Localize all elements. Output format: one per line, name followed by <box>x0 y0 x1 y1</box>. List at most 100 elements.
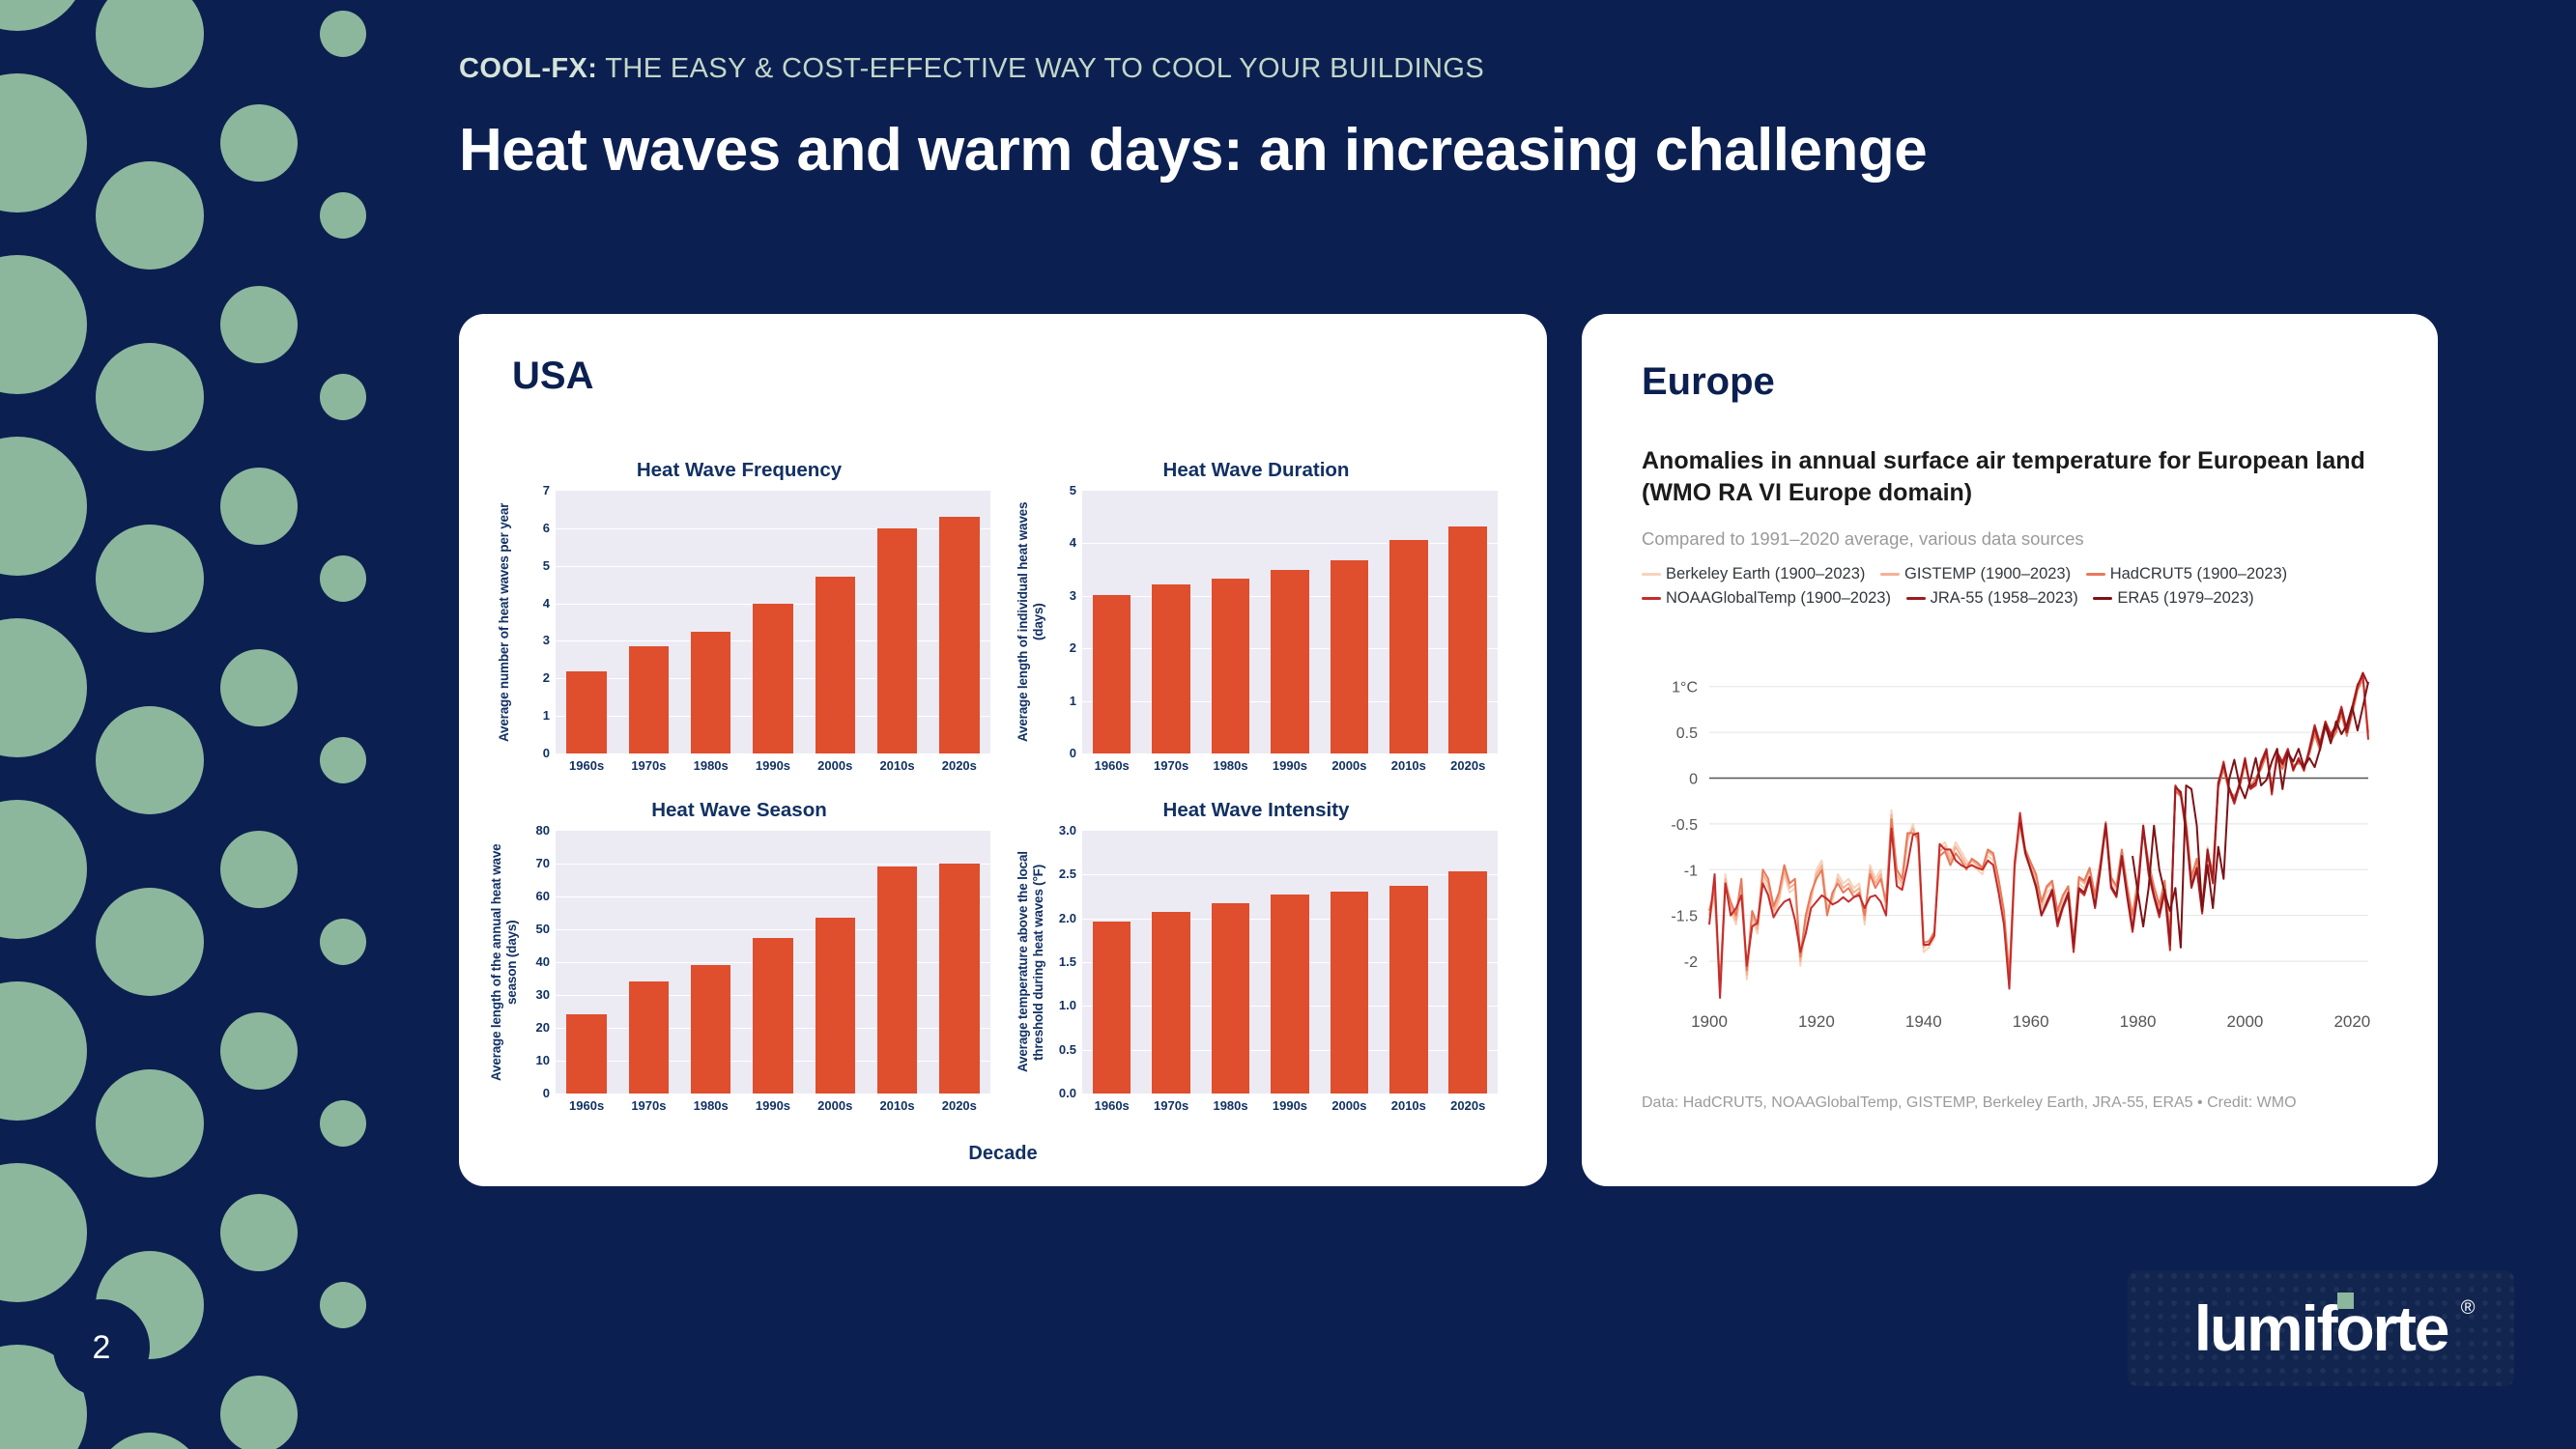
bar-2000s <box>1330 559 1369 753</box>
bar-series <box>1082 831 1498 1094</box>
bar-1980s <box>691 631 731 753</box>
decorative-dot <box>0 437 87 576</box>
legend-label: Berkeley Earth (1900–2023) <box>1666 565 1866 582</box>
gridline <box>556 929 990 930</box>
xtick-label: 1960s <box>1094 758 1130 773</box>
decorative-dot <box>320 192 366 239</box>
ytick-label: -2 <box>1684 954 1698 971</box>
page-title: Heat waves and warm days: an increasing … <box>459 117 1928 184</box>
mini-chart-plot-area <box>1082 831 1498 1094</box>
xtick-label: 1980s <box>693 1098 729 1113</box>
xtick-label: 2020s <box>941 1098 977 1113</box>
bar-2020s <box>939 864 980 1094</box>
decorative-dot <box>0 800 87 939</box>
ytick-label: 1°C <box>1672 680 1698 696</box>
mini-chart-1: Heat Wave Frequency Average number of hea… <box>488 459 990 773</box>
xtick-label: 2000s <box>1331 758 1367 773</box>
decorative-dot <box>0 0 87 31</box>
decorative-dot <box>96 343 204 451</box>
bar-1960s <box>1092 922 1131 1094</box>
xtick-label: 1990s <box>1272 758 1308 773</box>
decorative-dot <box>96 706 204 814</box>
decorative-dot <box>0 1163 87 1302</box>
xtick-label: 2010s <box>879 1098 915 1113</box>
decorative-dot <box>220 104 298 182</box>
bar-1990s <box>1271 895 1309 1094</box>
xtick-label: 2010s <box>1390 1098 1426 1113</box>
decorative-dot <box>220 649 298 726</box>
xtick-label: 2010s <box>1390 758 1426 773</box>
bar-1990s <box>753 937 793 1094</box>
decorative-dot <box>96 525 204 633</box>
mini-chart-xticks: 1960s 1970s 1980s 1990s 2000s 2010s 2020s <box>556 1094 990 1113</box>
bar-1970s <box>1152 583 1190 753</box>
legend-label: ERA5 (1979–2023) <box>2117 588 2254 607</box>
registered-trademark-icon: ® <box>2460 1297 2476 1319</box>
bar-2010s <box>876 867 918 1094</box>
legend-item: Berkeley Earth (1900–2023) <box>1642 565 1865 582</box>
mini-chart-ylabel: Average length of individual heat waves … <box>1016 501 1045 743</box>
gridline <box>556 527 990 529</box>
mini-chart-ylabel: Average number of heat waves per year <box>497 502 512 742</box>
xtick-label: 2020s <box>1450 758 1486 773</box>
bar-1980s <box>691 965 731 1094</box>
mini-chart-xticks: 1960s 1970s 1980s 1990s 2000s 2010s 2020s <box>556 753 990 773</box>
eyebrow-brand: COOL-FX: <box>459 53 598 84</box>
usa-chart-grid: Heat Wave Frequency Average number of hea… <box>488 459 1522 1125</box>
gridline <box>556 565 990 567</box>
xtick-label: 1990s <box>1272 1098 1308 1113</box>
usa-xaxis-label: Decade <box>968 1143 1038 1164</box>
bar-1960s <box>1092 594 1131 753</box>
legend-item: NOAAGlobalTemp (1900–2023) <box>1642 589 1891 607</box>
bar-2000s <box>815 577 855 753</box>
xtick-label: 1940 <box>1905 1012 1942 1031</box>
bar-1960s <box>566 1014 607 1094</box>
mini-chart-title: Heat Wave Frequency <box>636 459 843 481</box>
xtick-label: 1920 <box>1798 1012 1835 1031</box>
bar-series <box>556 491 990 753</box>
mini-chart-title: Heat Wave Season <box>651 799 827 821</box>
decorative-dot <box>220 1376 298 1449</box>
bar-2020s <box>1448 526 1488 753</box>
page-number: 2 <box>53 1299 150 1396</box>
xtick-label: 1960 <box>2013 1012 2049 1031</box>
xtick-label: 2020s <box>941 758 977 773</box>
xtick-label: 1960s <box>1094 1098 1130 1113</box>
legend-color-swatch <box>2093 596 2113 601</box>
mini-chart-yticks: 80 70 60 50 40 30 20 10 0 <box>535 823 550 1100</box>
bar-series <box>1082 491 1498 753</box>
mini-chart-plot-area <box>556 491 990 753</box>
bar-1960s <box>566 670 607 753</box>
xtick-label: 2020s <box>1450 1098 1486 1113</box>
legend-label: GISTEMP (1900–2023) <box>1903 565 2072 582</box>
xtick-label: 1970s <box>631 1098 667 1113</box>
decorative-dot <box>96 161 204 270</box>
decorative-dot <box>96 888 204 996</box>
ytick-label: -1 <box>1684 863 1698 879</box>
eyebrow-rest: THE EASY & COST-EFFECTIVE WAY TO COOL YO… <box>597 53 1485 84</box>
gridline <box>556 896 990 897</box>
bar-2010s <box>1389 886 1428 1094</box>
decorative-dot <box>320 374 366 420</box>
decorative-dot-pattern <box>0 0 386 1449</box>
bar-2000s <box>1330 891 1369 1094</box>
usa-panel: USA Heat Wave Frequency Average number of… <box>459 314 1547 1186</box>
xtick-label: 2000s <box>817 758 853 773</box>
decorative-dot <box>96 1069 204 1178</box>
europe-chart-heading: Anomalies in annual surface air temperat… <box>1642 447 2365 506</box>
usa-panel-title: USA <box>512 355 594 397</box>
mini-chart-title: Heat Wave Duration <box>1162 459 1350 481</box>
mini-chart-yticks: 3.0 2.5 2.0 1.5 1.0 0.5 0.0 <box>1058 823 1076 1100</box>
line-series <box>1708 678 2369 985</box>
line-series <box>1708 671 2369 995</box>
legend-item: ERA5 (1979–2023) <box>2093 588 2254 607</box>
xtick-label: 2000s <box>1331 1098 1367 1113</box>
logo-i-dot-icon <box>2336 1293 2354 1309</box>
bar-2010s <box>1389 540 1428 753</box>
legend-color-swatch <box>1905 596 1926 601</box>
decorative-dot <box>220 1012 298 1090</box>
decorative-dot <box>0 255 87 394</box>
xtick-label: 1960s <box>569 758 605 773</box>
mini-chart-plot-area <box>1082 491 1498 753</box>
